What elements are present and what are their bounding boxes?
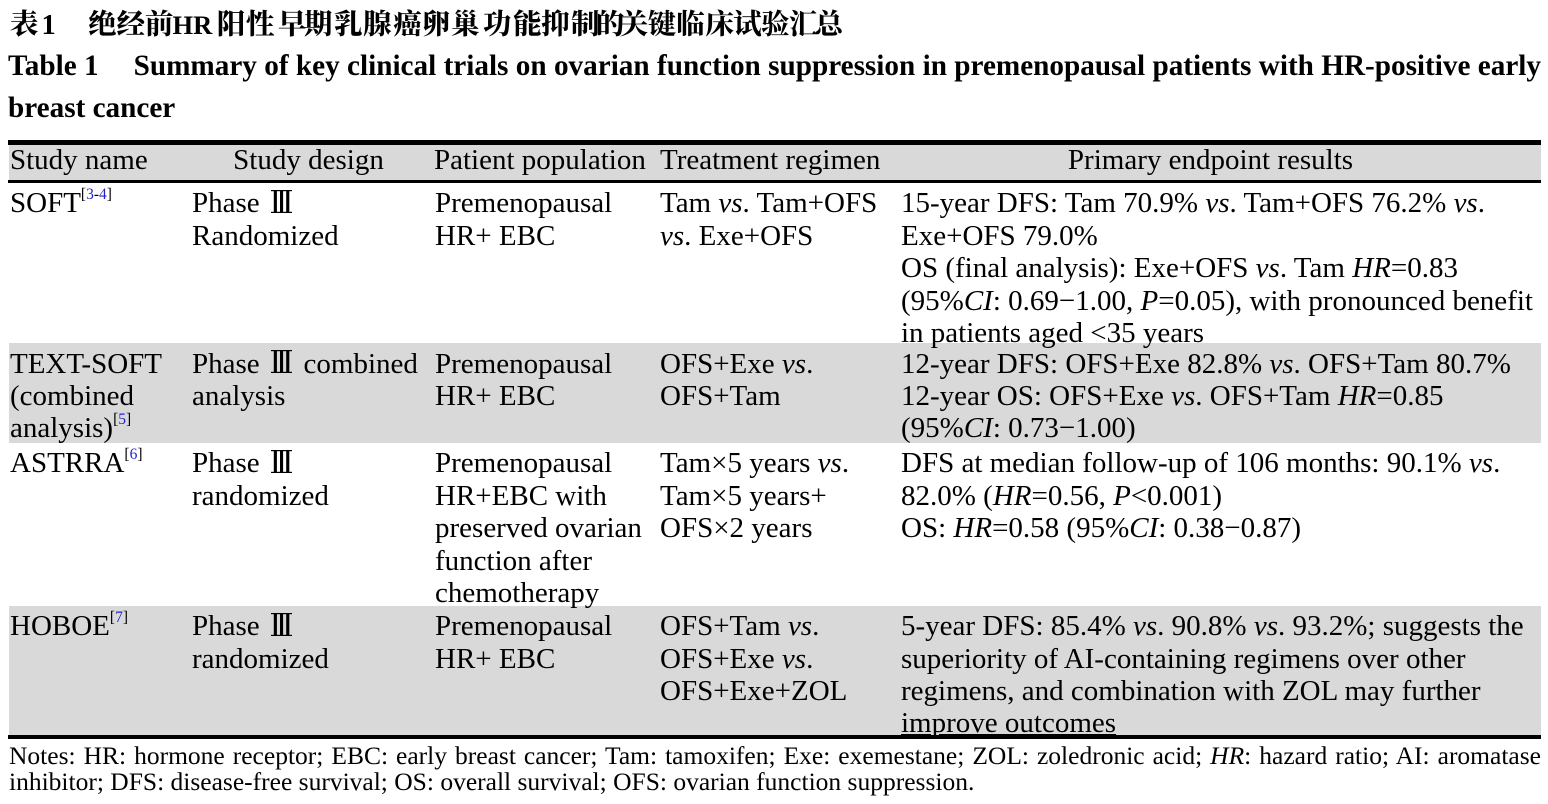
svg-text:1: 1 <box>42 10 56 41</box>
svg-text:HR: HR <box>173 10 214 40</box>
